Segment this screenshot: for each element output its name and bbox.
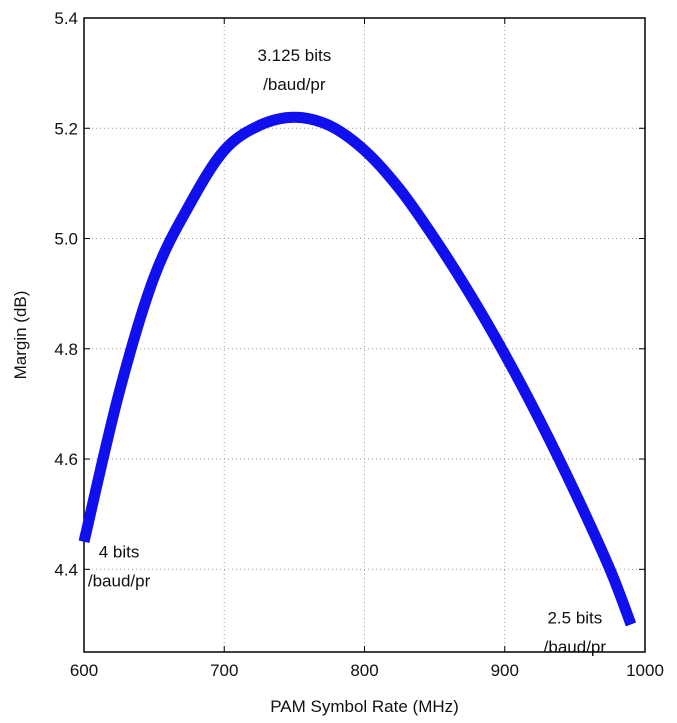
margin-curve <box>78 111 637 627</box>
y-axis-label: Margin (dB) <box>11 291 30 380</box>
y-tick-label: 5.0 <box>54 230 78 249</box>
annotation-line: 4 bits <box>99 542 140 561</box>
y-tick-label: 4.6 <box>54 450 78 469</box>
x-tick-label: 800 <box>350 661 378 680</box>
annotation-line: 2.5 bits <box>547 608 602 627</box>
annotation-line: 3.125 bits <box>258 46 332 65</box>
ticks: 600 700 800 900 1000 4.4 4.6 4.8 5.0 5.2 5.4 <box>54 9 664 680</box>
series-layer <box>78 111 637 627</box>
grid <box>84 18 645 652</box>
y-tick-label: 4.4 <box>54 560 78 579</box>
x-axis-label: PAM Symbol Rate (MHz) <box>270 697 459 716</box>
x-tick-label: 1000 <box>626 661 664 680</box>
annotation-label: 3.125 bits/baud/pr <box>258 46 332 94</box>
x-tick-label: 900 <box>491 661 519 680</box>
x-tick-label: 700 <box>210 661 238 680</box>
annotation-line: /baud/pr <box>88 571 151 590</box>
x-tick-label: 600 <box>70 661 98 680</box>
y-tick-label: 5.2 <box>54 119 78 138</box>
y-tick-label: 5.4 <box>54 9 78 28</box>
annotation-line: /baud/pr <box>263 75 326 94</box>
annotation-label: 2.5 bits/baud/pr <box>544 608 607 656</box>
annotation-label: 4 bits/baud/pr <box>88 542 151 590</box>
annotation-line: /baud/pr <box>544 637 607 656</box>
y-tick-label: 4.8 <box>54 340 78 359</box>
annotations: 4 bits/baud/pr3.125 bits/baud/pr2.5 bits… <box>88 46 607 656</box>
